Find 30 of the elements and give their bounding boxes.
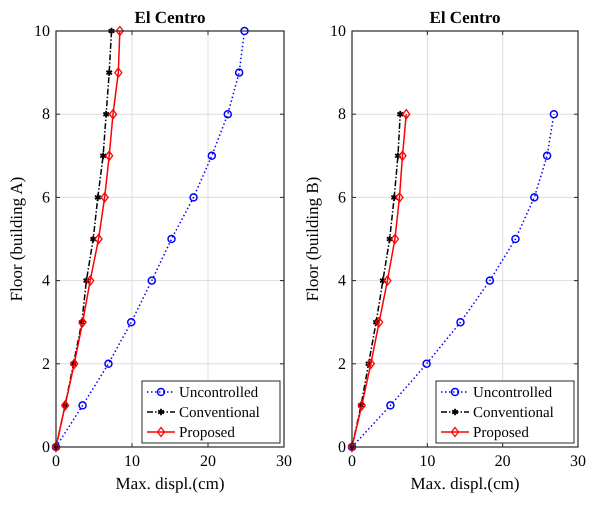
legend-label: Proposed — [473, 425, 530, 441]
y-tick-label: 4 — [338, 272, 346, 290]
y-tick-label: 10 — [34, 23, 50, 40]
x-tick-label: 10 — [124, 453, 140, 470]
y-tick-label: 10 — [330, 23, 346, 40]
y-tick-label: 2 — [338, 356, 346, 373]
legend-label: Uncontrolled — [473, 385, 553, 401]
y-tick-label: 6 — [338, 189, 346, 206]
legend-label: Proposed — [179, 425, 236, 441]
x-tick-label: 20 — [200, 453, 216, 470]
x-tick-label: 30 — [276, 453, 292, 470]
x-axis-title: Max. displ.(cm) — [410, 474, 520, 493]
y-tick-label: 0 — [42, 439, 50, 456]
x-tick-label: 30 — [570, 453, 586, 470]
y-tick-label: 4 — [42, 272, 50, 290]
y-tick-label: 0 — [338, 439, 346, 456]
y-tick-label: 8 — [338, 106, 346, 124]
chart-title: El Centro — [134, 8, 206, 27]
y-tick-label: 8 — [42, 106, 50, 124]
x-axis-title: Max. displ.(cm) — [115, 474, 225, 493]
x-tick-label: 10 — [419, 453, 436, 470]
legend-label: Uncontrolled — [179, 385, 259, 401]
y-tick-label: 2 — [42, 356, 50, 373]
x-tick-label: 20 — [494, 453, 511, 470]
legend-label: Conventional — [179, 405, 260, 421]
y-tick-label: 6 — [42, 189, 50, 206]
legend-label: Conventional — [473, 405, 554, 421]
y-axis-title: Floor (building A) — [7, 176, 26, 302]
y-axis-title: Floor (building B) — [303, 176, 322, 302]
chart-title: El Centro — [430, 8, 500, 27]
